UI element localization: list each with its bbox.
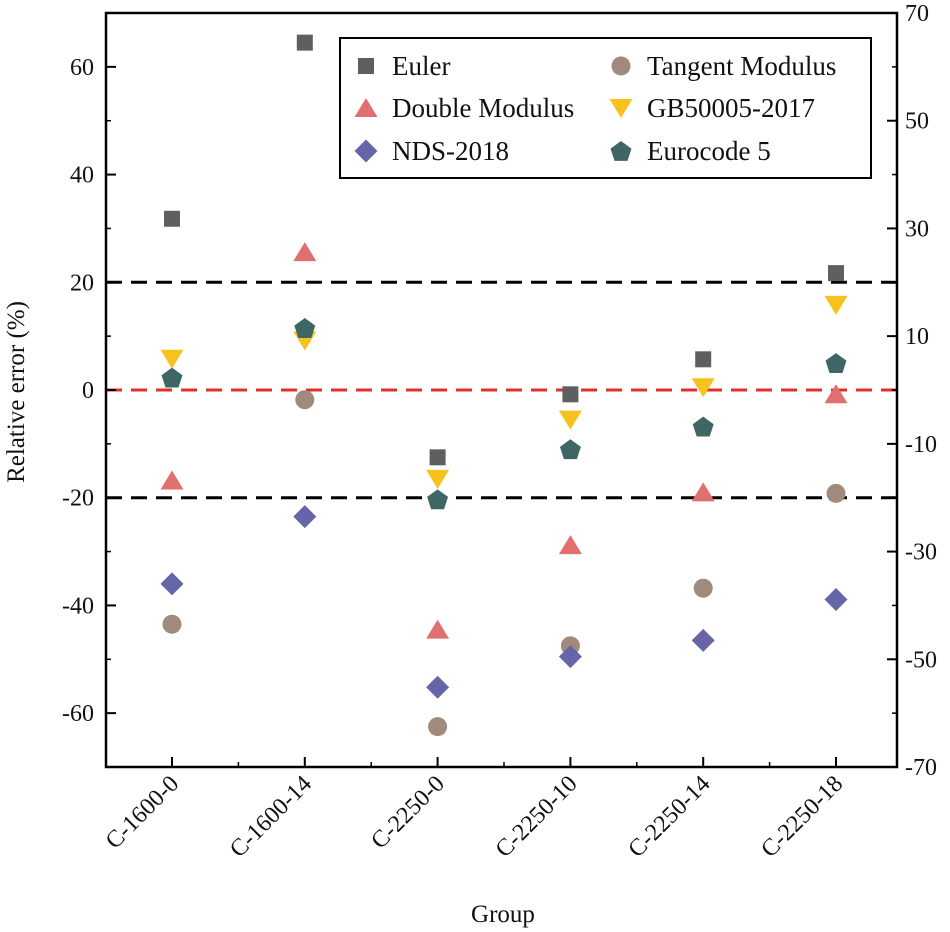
point-eurocode-5-c-2250-18 bbox=[825, 353, 847, 373]
series-gb50005-2017 bbox=[160, 295, 848, 489]
point-eurocode-5-c-2250-14 bbox=[692, 416, 714, 437]
legend-label-euler: Euler bbox=[392, 51, 450, 81]
point-nds-2018-c-1600-14 bbox=[293, 505, 317, 529]
right-y-tick-label: 30 bbox=[905, 216, 929, 242]
point-double-modulus-c-1600-0 bbox=[160, 470, 184, 490]
point-tangent-modulus-c-2250-0 bbox=[428, 717, 448, 737]
point-nds-2018-c-1600-0 bbox=[160, 572, 184, 596]
left-y-tick-label: -60 bbox=[62, 701, 94, 727]
legend-marker-double-modulus bbox=[354, 98, 378, 117]
series-euler bbox=[164, 34, 844, 466]
legend-label-nds-2018: NDS-2018 bbox=[392, 136, 509, 166]
point-eurocode-5-c-1600-14 bbox=[294, 318, 316, 338]
point-nds-2018-c-2250-14 bbox=[691, 628, 715, 652]
point-tangent-modulus-c-1600-0 bbox=[162, 614, 182, 634]
right-y-tick-label: -50 bbox=[905, 647, 937, 673]
right-y-tick-label: -10 bbox=[905, 432, 937, 458]
reference-lines bbox=[106, 280, 897, 500]
data-markers bbox=[160, 34, 848, 737]
right-y-tick-label: -70 bbox=[905, 755, 937, 781]
legend-marker-euler bbox=[358, 58, 374, 74]
point-euler-c-2250-14 bbox=[695, 351, 712, 368]
point-double-modulus-c-2250-14 bbox=[691, 482, 715, 502]
point-gb50005-2017-c-2250-18 bbox=[824, 295, 848, 315]
point-double-modulus-c-2250-0 bbox=[426, 619, 450, 639]
point-euler-c-1600-0 bbox=[164, 210, 180, 227]
point-nds-2018-c-2250-0 bbox=[426, 675, 450, 699]
legend-marker-gb50005-2017 bbox=[609, 99, 633, 118]
x-axis: C-1600-0 C-1600-14 C-2250-0 C-2250-10 C-2250… bbox=[101, 757, 848, 863]
point-gb50005-2017-c-2250-14 bbox=[691, 378, 715, 398]
point-tangent-modulus-c-2250-14 bbox=[693, 578, 713, 598]
series-double-modulus bbox=[160, 242, 848, 639]
y-axis-title: Relative error (%) bbox=[3, 301, 30, 483]
point-euler-c-2250-0 bbox=[429, 449, 446, 466]
series-eurocode-5 bbox=[161, 318, 847, 510]
right-y-tick-label: 70 bbox=[905, 1, 929, 27]
x-tick-label-c-2250-14: C-2250-14 bbox=[624, 771, 716, 863]
point-nds-2018-c-2250-18 bbox=[824, 588, 848, 612]
left-y-tick-label: 0 bbox=[82, 378, 94, 404]
point-euler-c-2250-10 bbox=[562, 386, 579, 403]
legend-label-eurocode-5: Eurocode 5 bbox=[647, 136, 771, 166]
x-tick-label-c-2250-10: C-2250-10 bbox=[491, 771, 583, 863]
legend-label-gb50005-2017: GB50005-2017 bbox=[647, 93, 815, 123]
legend-box bbox=[339, 37, 872, 179]
series-nds-2018 bbox=[160, 505, 848, 699]
x-tick-label-c-1600-14: C-1600-14 bbox=[225, 771, 317, 863]
point-eurocode-5-c-2250-10 bbox=[559, 439, 581, 460]
right-y-axis: 70 50 30 10 -10 -30 -50 -70 bbox=[887, 1, 937, 781]
point-double-modulus-c-1600-14 bbox=[293, 242, 317, 262]
x-tick-label-c-1600-0: C-1600-0 bbox=[101, 771, 184, 854]
point-gb50005-2017-c-2250-0 bbox=[426, 469, 450, 489]
right-y-tick-label: 50 bbox=[905, 109, 929, 135]
left-y-tick-label: 20 bbox=[70, 270, 94, 296]
series-tangent-modulus bbox=[162, 390, 846, 737]
left-y-tick-label: -40 bbox=[62, 593, 94, 619]
point-euler-c-2250-18 bbox=[828, 265, 844, 282]
legend-marker-nds-2018 bbox=[354, 139, 378, 163]
legend-marker-tangent-modulus bbox=[611, 56, 631, 76]
point-double-modulus-c-2250-10 bbox=[558, 535, 582, 555]
point-eurocode-5-c-2250-0 bbox=[427, 489, 449, 510]
point-euler-c-1600-14 bbox=[296, 34, 313, 51]
right-y-tick-label: 10 bbox=[905, 324, 929, 350]
left-y-axis: 60 40 20 0 -20 -40 -60 bbox=[62, 12, 116, 768]
left-y-tick-label: -20 bbox=[62, 486, 94, 512]
right-y-tick-label: -30 bbox=[905, 540, 937, 566]
x-axis-title: Group bbox=[471, 901, 535, 928]
left-y-tick-label: 40 bbox=[70, 163, 94, 189]
point-eurocode-5-c-1600-0 bbox=[161, 367, 183, 388]
point-tangent-modulus-c-1600-14 bbox=[295, 390, 315, 410]
x-tick-label-c-2250-18: C-2250-18 bbox=[756, 771, 848, 863]
legend: Euler Tangent Modulus Double Modulus GB5000… bbox=[339, 37, 872, 179]
point-nds-2018-c-2250-10 bbox=[558, 645, 582, 669]
x-tick-label-c-2250-0: C-2250-0 bbox=[366, 771, 449, 854]
legend-label-double-modulus: Double Modulus bbox=[392, 93, 574, 123]
legend-marker-eurocode-5 bbox=[610, 141, 632, 161]
point-gb50005-2017-c-2250-10 bbox=[558, 410, 582, 430]
left-y-tick-label: 60 bbox=[70, 55, 94, 81]
point-gb50005-2017-c-1600-0 bbox=[160, 349, 184, 369]
point-tangent-modulus-c-2250-18 bbox=[826, 483, 846, 503]
point-double-modulus-c-2250-18 bbox=[824, 384, 848, 404]
legend-label-tangent-modulus: Tangent Modulus bbox=[647, 51, 836, 81]
